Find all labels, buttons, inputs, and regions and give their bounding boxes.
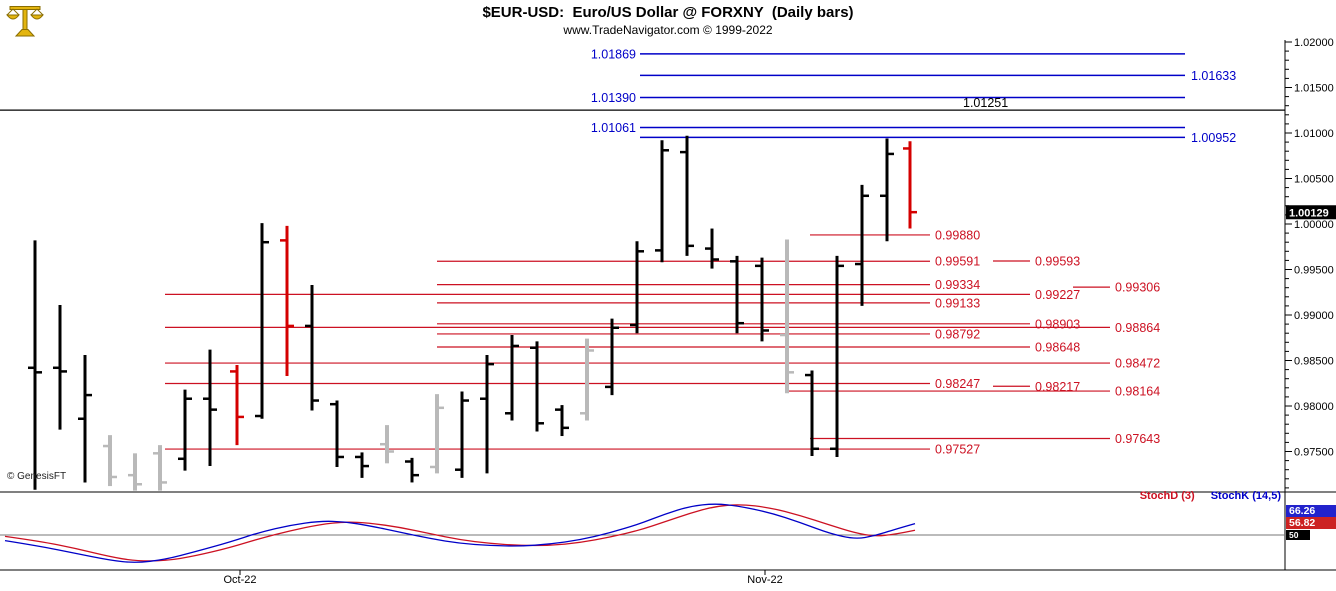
level-price-label: 0.99227 — [1035, 288, 1080, 302]
price-tick-label: 1.01000 — [1294, 128, 1334, 140]
price-tick-label: 1.00000 — [1294, 219, 1334, 231]
price-tick-label: 0.97500 — [1294, 447, 1334, 459]
last-price-label: 1.00129 — [1289, 207, 1329, 219]
level-price-label: 1.00952 — [1191, 131, 1236, 145]
level-price-label: 0.99880 — [935, 228, 980, 242]
stoch-legend: StochD (3) StochK (14,5) — [1140, 490, 1281, 502]
stochd-legend-label[interactable]: StochD (3) — [1139, 490, 1195, 502]
level-price-label: 0.98247 — [935, 377, 980, 391]
stochk-value-badge: 66.26 — [1286, 505, 1336, 517]
genesisft-watermark: © GenesisFT — [7, 471, 67, 482]
stochk-legend-label[interactable]: StochK (14,5) — [1210, 490, 1281, 502]
last-price-badge — [1286, 205, 1336, 220]
x-axis-label-oct: Oct-22 — [223, 574, 257, 586]
price-tick-label: 1.00500 — [1294, 174, 1334, 186]
level-price-label: 1.01869 — [591, 47, 636, 61]
level-price-label: 0.98792 — [935, 327, 980, 341]
level-price-label: 0.97527 — [935, 443, 980, 457]
level-price-label: 1.01251 — [963, 96, 1008, 110]
level-price-label: 0.99133 — [935, 296, 980, 310]
level-price-label: 0.99306 — [1115, 281, 1160, 295]
level-price-label: 1.01633 — [1191, 69, 1236, 83]
level-price-label: 0.99591 — [935, 255, 980, 269]
price-tick-label: 0.98000 — [1294, 401, 1334, 413]
level-price-label: 0.98217 — [1035, 380, 1080, 394]
level-price-label: 0.98164 — [1115, 385, 1160, 399]
level-price-label: 1.01061 — [591, 121, 636, 135]
price-tick-label: 1.02000 — [1294, 37, 1334, 49]
stoch-value-badges: 66.26 56.82 50 — [1286, 505, 1336, 540]
stochd-line — [4, 504, 916, 562]
x-axis-label-nov: Nov-22 — [747, 574, 783, 586]
chart-title: $EUR-USD: Euro/US Dollar @ FORXNY (Daily… — [482, 4, 854, 21]
price-tick-label: 1.01500 — [1294, 83, 1334, 95]
stochk-line — [4, 503, 916, 563]
price-tick-label: 0.99500 — [1294, 265, 1334, 277]
stochd-value-badge: 56.82 — [1286, 517, 1336, 529]
level-price-label: 0.98864 — [1115, 321, 1160, 335]
price-tick-label: 0.99000 — [1294, 310, 1334, 322]
level-price-label: 0.98472 — [1115, 357, 1160, 371]
chart-subtitle: www.TradeNavigator.com © 1999-2022 — [563, 23, 773, 37]
level-price-label: 0.99593 — [1035, 255, 1080, 269]
level-price-label: 0.98648 — [1035, 341, 1080, 355]
level-price-label: 0.97643 — [1115, 432, 1160, 446]
genesis-scales-logo-icon — [4, 2, 46, 40]
stoch-axis-50-label: 50 — [1286, 530, 1310, 540]
price-tick-label: 0.98500 — [1294, 356, 1334, 368]
level-price-label: 0.98903 — [1035, 317, 1080, 331]
level-price-label: 1.01390 — [591, 91, 636, 105]
level-price-label: 0.99334 — [935, 278, 980, 292]
